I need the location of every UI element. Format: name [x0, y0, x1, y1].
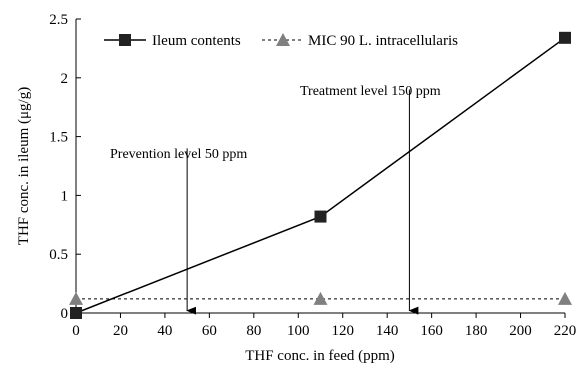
x-tick-label: 140 [376, 323, 399, 339]
data-point-square [314, 210, 327, 223]
x-tick-label: 60 [202, 323, 217, 339]
legend-marker-triangle [276, 33, 290, 46]
x-tick-label: 180 [465, 323, 488, 339]
x-axis-title: THF conc. in feed (ppm) [245, 348, 395, 364]
x-tick-label: 100 [287, 323, 310, 339]
data-point-square [559, 31, 571, 44]
y-tick-label: 1 [61, 188, 69, 204]
data-point-square [70, 307, 82, 319]
axes [75, 19, 565, 314]
data-point-triangle [313, 291, 328, 305]
y-ticks: 0 0.5 1 1.5 2 2.5 [49, 12, 81, 322]
x-tick-label: 120 [331, 323, 354, 339]
x-tick-label: 0 [72, 323, 80, 339]
x-tick-label: 220 [554, 323, 577, 339]
annotation-treatment-label: Treatment level 150 ppm [300, 84, 441, 99]
annotation-layer: Prevention level 50 ppm Treatment level … [110, 84, 441, 315]
annotation-prevention-label: Prevention level 50 ppm [110, 147, 247, 162]
y-tick-label: 0.5 [49, 247, 68, 263]
x-tick-label: 200 [509, 323, 532, 339]
data-point-triangle [69, 291, 83, 305]
y-axis-title: THF conc. in ileum (μg/g) [16, 87, 32, 245]
x-tick-label: 40 [157, 323, 172, 339]
y-tick-label: 2 [61, 71, 69, 87]
series-line-0 [75, 37, 566, 314]
y-tick-label: 1.5 [49, 130, 68, 146]
legend-label-mic: MIC 90 L. intracellularis [308, 33, 458, 49]
series-layer [69, 31, 572, 319]
legend-label-ileum: Ileum contents [152, 33, 241, 49]
legend-marker-square [119, 34, 131, 46]
x-tick-label: 80 [246, 323, 261, 339]
y-tick-label: 2.5 [49, 12, 68, 28]
y-tick-label: 0 [61, 306, 69, 322]
legend: Ileum contents MIC 90 L. intracellularis [104, 33, 458, 49]
data-point-triangle [558, 291, 572, 305]
x-ticks: 0 20 40 60 80 100 120 140 160 180 200 220 [72, 313, 576, 339]
x-tick-label: 20 [113, 323, 128, 339]
x-tick-label: 160 [420, 323, 443, 339]
